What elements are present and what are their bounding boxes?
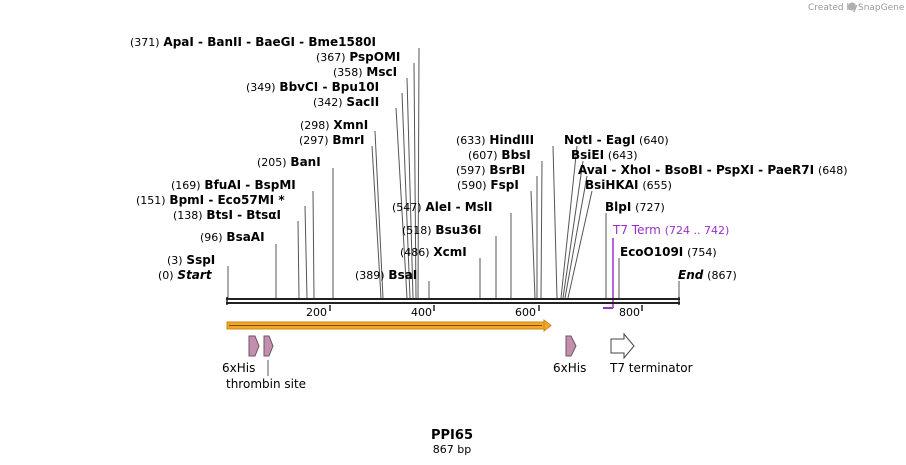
site-label-643: BsiEI (643) (571, 148, 638, 162)
connector-line (530, 190, 536, 299)
site-label-590: (590) FspI (457, 178, 519, 192)
feature-t7-terminator[interactable]: T7 terminator (609, 332, 693, 375)
tick-label-800: 800 (619, 306, 640, 319)
site-label-633: (633) HindIII (456, 133, 534, 147)
tick-label-600: 600 (515, 306, 536, 319)
site-label-389: (389) BsaI (355, 268, 417, 282)
his-tag-arrow-icon[interactable] (565, 335, 577, 357)
connector-line (304, 205, 308, 299)
feature-6xhis-2[interactable]: 6xHis (553, 335, 586, 375)
connector-line (401, 92, 411, 299)
t7-term-label: T7 Term (724 .. 742) (612, 223, 729, 237)
site-label-640: NotI - EagI (640) (564, 133, 669, 147)
snapgene-logo-icon (848, 2, 856, 11)
site-label-727: BlpI (727) (605, 200, 665, 214)
site-label-342: (342) SacII (313, 95, 379, 109)
connector-line (564, 175, 588, 299)
site-label-96: (96) BsaAI (200, 230, 265, 244)
feature-label-6xhis-1: 6xHis (222, 361, 255, 375)
credit-text: Created by (808, 3, 858, 13)
site-label-169: (169) BfuAI - BspMI (171, 178, 296, 192)
connector-line (413, 62, 417, 299)
site-label-655: BsiHKAI (655) (585, 178, 672, 192)
site-label-486: (486) XcmI (400, 245, 467, 259)
enzyme-labels: (371) ApaI - BanII - BaeGI - Bme1580I (3… (130, 35, 848, 282)
connector-line (562, 160, 584, 299)
site-label-367: (367) PspOMI (316, 50, 400, 64)
site-label-3: (3) SspI (167, 253, 215, 267)
site-label-371: (371) ApaI - BanII - BaeGI - Bme1580I (130, 35, 376, 49)
credit-brand: SnapGene (858, 3, 905, 13)
sequence-backbone (226, 297, 680, 305)
site-label-151: (151) BpmI - Eco57MI * (136, 193, 285, 207)
tick-label-400: 400 (411, 306, 432, 319)
site-label-358: (358) MscI (333, 65, 397, 79)
feature-label-thrombin: thrombin site (226, 377, 306, 391)
feature-6xhis-1[interactable]: 6xHis (222, 335, 260, 375)
site-label-297: (297) BmrI (299, 133, 364, 147)
orf-arrow[interactable] (226, 318, 552, 333)
connector-line (417, 47, 420, 299)
connector-line (567, 190, 593, 299)
t7-term-marker (603, 238, 614, 309)
connector-line (395, 107, 408, 299)
plasmid-length: 867 bp (433, 443, 471, 456)
feature-label-t7-terminator: T7 terminator (609, 361, 693, 375)
site-connector-lines (227, 47, 680, 299)
tick-label-200: 200 (306, 306, 327, 319)
thrombin-site-arrow-icon[interactable] (263, 335, 274, 357)
connector-line (540, 160, 543, 299)
site-label-349: (349) BbvCI - Bpu10I (246, 80, 379, 94)
site-label-607: (607) BbsI (468, 148, 531, 162)
site-label-648: AvaI - XhoI - BsoBI - PspXI - PaeR7I (64… (578, 163, 848, 177)
orf-arrowhead (543, 318, 552, 333)
snapgene-credit: Created by SnapGene (808, 2, 905, 13)
connector-line (406, 77, 414, 299)
site-label-754: EcoO109I (754) (620, 245, 717, 259)
site-label-138: (138) BtsI - BtsαI (173, 208, 281, 222)
his-tag-arrow-icon[interactable] (248, 335, 260, 357)
site-label-547: (547) AleI - MslI (392, 200, 492, 214)
connector-line (312, 190, 315, 299)
feature-label-6xhis-2: 6xHis (553, 361, 586, 375)
connector-line (374, 130, 384, 299)
site-label-597: (597) BsrBI (456, 163, 525, 177)
terminator-arrow-icon[interactable] (610, 332, 635, 360)
feature-thrombin-site[interactable]: thrombin site (226, 335, 306, 391)
connector-line (560, 145, 578, 299)
site-label-205: (205) BanI (257, 155, 321, 169)
ruler-ticks: 200 400 600 800 (306, 305, 643, 319)
connector-line (552, 145, 558, 299)
start-label: (0) Start (158, 268, 213, 282)
site-label-298: (298) XmnI (300, 118, 368, 132)
connector-line (297, 220, 300, 299)
end-label: End (867) (678, 268, 737, 282)
connector-line (371, 145, 382, 299)
plasmid-name: PPI65 (431, 428, 473, 443)
site-label-518: (518) Bsu36I (402, 223, 481, 237)
